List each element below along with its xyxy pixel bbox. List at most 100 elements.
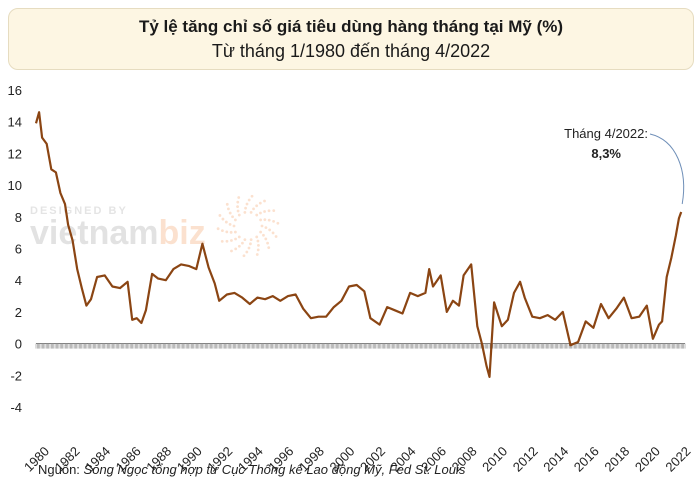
watermark-dot <box>237 196 241 199</box>
watermark-dot <box>221 217 225 221</box>
watermark-dot <box>263 218 267 222</box>
series-line <box>34 111 683 378</box>
y-tick-label: 2 <box>15 305 22 320</box>
watermark-dot <box>276 221 280 225</box>
watermark-dot <box>241 241 244 245</box>
series-layer <box>34 111 683 378</box>
watermark-dot <box>227 207 230 211</box>
y-axis: 16 14 12 10 8 6 4 2 0 -2 -4 <box>8 83 22 415</box>
watermark-dot <box>228 222 232 226</box>
x-tick-label: 2010 <box>479 444 510 475</box>
watermark-dot <box>262 233 265 237</box>
watermark-dot <box>255 204 259 208</box>
watermark-dot <box>245 202 249 206</box>
watermark-dot <box>257 243 260 247</box>
watermark-dot <box>267 246 271 250</box>
watermark-dot <box>256 248 260 252</box>
y-tick-label: -4 <box>10 400 22 415</box>
zero-baseline <box>35 343 686 349</box>
watermark-dot <box>255 213 259 217</box>
watermark-dot <box>225 202 229 206</box>
chart-subtitle: Từ tháng 1/1980 đến tháng 4/2022 <box>211 41 491 61</box>
watermark-brand-part1: vietnam <box>30 214 159 252</box>
chart-title-box: Tỷ lệ tăng chỉ số giá tiêu dùng hàng thá… <box>8 8 694 70</box>
watermark-dot <box>259 230 263 234</box>
source-label: Nguồn: <box>38 462 80 477</box>
watermark-dot <box>259 218 263 222</box>
watermark-brand-part2: biz <box>159 214 206 252</box>
watermark-dot <box>256 239 260 243</box>
watermark-dot <box>249 210 253 214</box>
watermark-dot <box>252 207 255 211</box>
annotation-label: Tháng 4/2022: <box>564 126 648 141</box>
watermark-dot <box>216 227 220 231</box>
watermark-dot <box>250 194 254 198</box>
y-tick-label: 16 <box>8 83 22 98</box>
source-note: Nguồn: Song Ngọc tổng hợp từ Cục Thống k… <box>38 462 465 477</box>
watermark-dot <box>249 242 252 246</box>
watermark-dot <box>268 228 272 232</box>
watermark-dot <box>218 214 222 217</box>
annotation: Tháng 4/2022: 8,3% <box>564 126 685 205</box>
x-tick-label: 2018 <box>601 444 632 475</box>
watermark-dot <box>267 209 271 213</box>
watermark-dot <box>236 205 239 209</box>
watermark-dot <box>236 209 240 213</box>
x-tick-label: 2016 <box>571 444 602 475</box>
watermark-dot <box>237 235 241 239</box>
watermark-dot <box>243 210 247 214</box>
x-tick-label: 2014 <box>540 444 571 475</box>
watermark-dot <box>229 230 233 234</box>
watermark-dot <box>255 253 259 256</box>
watermark-dot <box>258 201 262 205</box>
watermark-dot <box>233 218 237 222</box>
watermark-dot <box>237 244 241 248</box>
watermark-dot <box>232 224 236 228</box>
watermark-dot <box>267 218 271 222</box>
watermark-dot <box>230 239 233 242</box>
watermark-dot <box>220 239 224 243</box>
watermark-dot <box>224 220 228 224</box>
watermark-logo: DESIGNED BY vietnambiz <box>30 194 280 258</box>
x-tick-label: 2020 <box>632 444 663 475</box>
watermark-dot <box>259 211 262 215</box>
watermark-dot <box>236 200 240 204</box>
watermark-dot <box>234 237 237 241</box>
watermark-brand: vietnambiz <box>30 214 206 252</box>
watermark-dot <box>243 238 247 242</box>
watermark-dot <box>272 219 275 223</box>
watermark-dot <box>274 235 278 238</box>
watermark-dot <box>242 254 246 258</box>
source-text: Song Ngọc tổng hợp từ Cục Thống kê Lao đ… <box>83 462 466 477</box>
watermark-dot <box>247 198 251 202</box>
watermark-dot <box>234 247 238 251</box>
y-tick-label: 8 <box>15 210 22 225</box>
watermark-dot <box>225 230 229 234</box>
y-tick-label: -2 <box>10 368 22 383</box>
y-tick-label: 4 <box>15 273 22 288</box>
watermark-dot <box>272 209 276 213</box>
watermark-dot <box>249 238 253 242</box>
watermark-dot <box>247 246 251 250</box>
watermark-dot <box>230 249 233 253</box>
watermark-dot <box>244 206 247 210</box>
watermark-dot <box>221 229 224 233</box>
watermark-dot <box>237 213 241 217</box>
watermark-dot <box>264 237 268 241</box>
watermark-dot <box>231 215 234 219</box>
watermark-dot <box>271 231 275 235</box>
watermark-dot <box>228 211 232 215</box>
y-tick-label: 10 <box>8 178 22 193</box>
watermark-dot <box>264 226 268 230</box>
watermark-dot <box>260 224 264 228</box>
watermark-dot-ring <box>216 194 280 258</box>
chart-title: Tỷ lệ tăng chỉ số giá tiêu dùng hàng thá… <box>138 17 564 36</box>
annotation-leader <box>649 133 685 205</box>
watermark-dot <box>233 230 237 234</box>
watermark-dot <box>266 241 269 245</box>
y-tick-label: 12 <box>8 146 22 161</box>
watermark-dot <box>245 250 249 254</box>
watermark-dot <box>263 210 266 213</box>
x-tick-label: 2012 <box>510 444 541 475</box>
